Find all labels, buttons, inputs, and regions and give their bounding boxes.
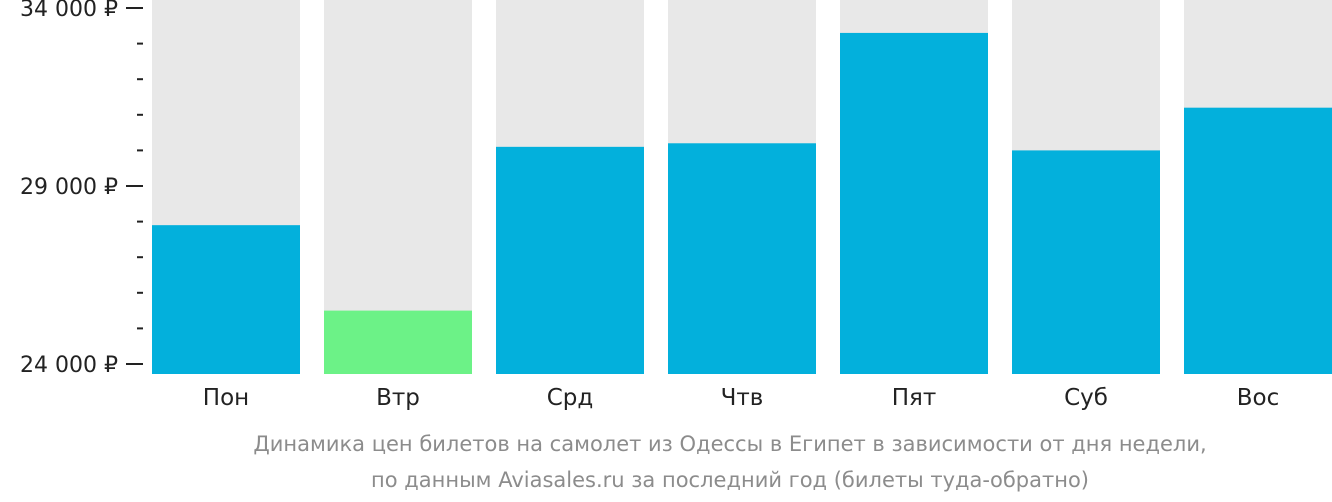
x-tick-label: Срд	[547, 385, 594, 411]
y-tick-label: 29 000 ₽	[20, 175, 118, 200]
bar-3[interactable]	[496, 146, 644, 374]
y-tick-label: 34 000 ₽	[20, 0, 118, 22]
bar-7[interactable]	[1184, 107, 1332, 375]
bar-1[interactable]	[152, 225, 300, 374]
chart-caption-line-2: по данным Aviasales.ru за последний год …	[371, 468, 1089, 492]
bars	[152, 32, 1332, 375]
bar-2[interactable]	[324, 310, 472, 374]
chart-caption-line-1: Динамика цен билетов на самолет из Одесс…	[253, 432, 1207, 456]
x-tick-label: Вос	[1237, 385, 1280, 411]
x-tick-label: Суб	[1064, 385, 1108, 411]
x-tick-label: Чтв	[721, 385, 764, 411]
bar-4[interactable]	[668, 143, 816, 374]
x-tick-label: Втр	[376, 385, 420, 411]
x-axis-labels: Пон Втр Срд Чтв Пят Суб Вос	[203, 385, 1279, 411]
y-axis: 24 000 ₽ 29 000 ₽ 34 000 ₽	[20, 0, 143, 378]
x-tick-label: Пон	[203, 385, 249, 411]
x-tick-label: Пят	[892, 385, 937, 411]
bar-6[interactable]	[1012, 150, 1160, 374]
y-tick-label: 24 000 ₽	[20, 353, 118, 378]
bar-5[interactable]	[840, 32, 988, 375]
